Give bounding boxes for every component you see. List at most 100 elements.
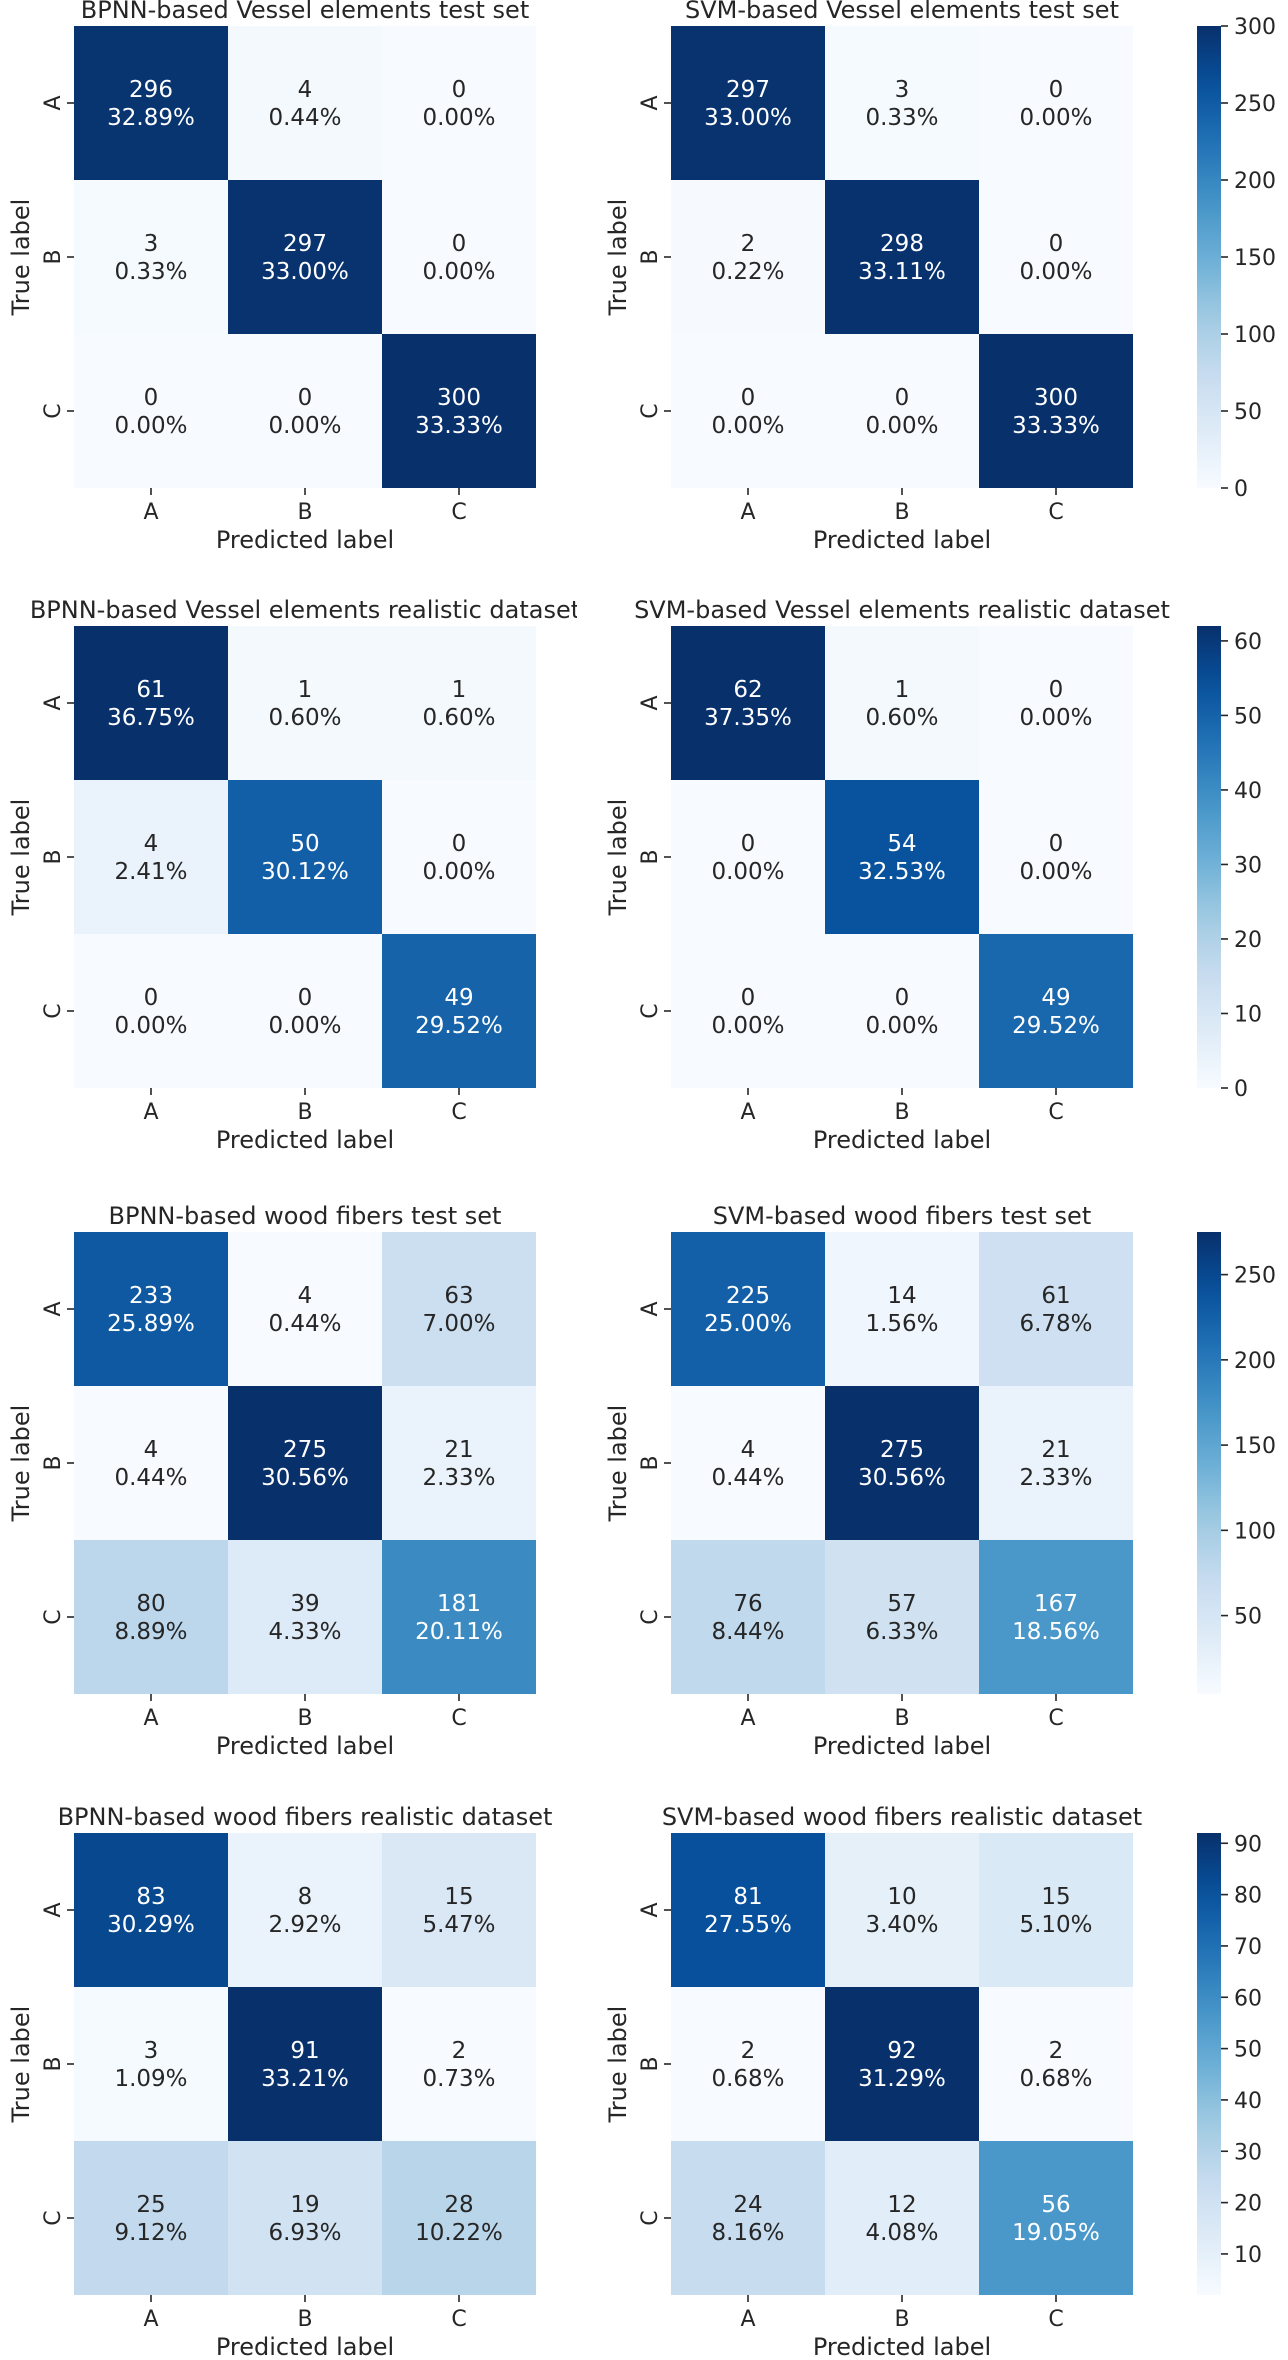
- y-tick-label: B: [41, 249, 66, 264]
- cell-count-label: 12: [887, 2192, 916, 2218]
- colorbar-tick-label: 200: [1234, 1349, 1276, 1374]
- cell-percent-label: 0.22%: [711, 259, 784, 285]
- cell-count-label: 0: [452, 77, 467, 103]
- colorbar-gradient: [1197, 626, 1221, 1088]
- heatmap-cell: [979, 780, 1133, 934]
- colorbar-tick-label: 90: [1234, 1832, 1262, 1857]
- heatmap-cell: [979, 1987, 1133, 2141]
- colorbar-tick-label: 100: [1234, 1519, 1276, 1544]
- heatmap-cell: [74, 1833, 228, 1987]
- cell-count-label: 0: [1049, 231, 1064, 257]
- x-tick-label: A: [143, 500, 158, 525]
- cell-count-label: 0: [1049, 831, 1064, 857]
- cell-percent-label: 1.09%: [114, 2066, 187, 2092]
- cell-count-label: 0: [895, 985, 910, 1011]
- y-axis-label: True label: [7, 799, 35, 917]
- cell-count-label: 4: [298, 1283, 313, 1309]
- heatmap-cell: [979, 26, 1133, 180]
- cell-count-label: 81: [733, 1884, 762, 1910]
- heatmap-cell: [382, 780, 536, 934]
- heatmap-cell: [979, 626, 1133, 780]
- cell-count-label: 0: [298, 985, 313, 1011]
- x-tick-label: A: [740, 1706, 755, 1731]
- heatmap-cell: [382, 334, 536, 488]
- cell-count-label: 83: [136, 1884, 165, 1910]
- cell-percent-label: 0.00%: [711, 859, 784, 885]
- heatmap-cell: [382, 2141, 536, 2295]
- y-tick-label: C: [638, 1609, 663, 1624]
- heatmap-cell: [979, 1386, 1133, 1540]
- heatmap-cell: [382, 180, 536, 334]
- x-tick-label: A: [740, 1100, 755, 1125]
- cell-count-label: 0: [1049, 677, 1064, 703]
- y-tick-label: C: [41, 403, 66, 418]
- heatmap-cell: [228, 334, 382, 488]
- heatmap-cell: [671, 1232, 825, 1386]
- x-tick-label: B: [297, 2307, 312, 2332]
- heatmap-cell: [74, 180, 228, 334]
- heatmap-cell: [979, 1232, 1133, 1386]
- x-tick-label: A: [740, 2307, 755, 2332]
- cell-count-label: 49: [444, 985, 473, 1011]
- cell-percent-label: 0.00%: [711, 1013, 784, 1039]
- heatmap-cell: [228, 26, 382, 180]
- y-tick-label: A: [41, 95, 66, 110]
- heatmap-cell: [825, 1987, 979, 2141]
- heatmap-cell: [825, 626, 979, 780]
- cell-count-label: 10: [887, 1884, 916, 1910]
- cell-count-label: 14: [887, 1283, 916, 1309]
- heatmap-cell: [671, 180, 825, 334]
- cell-count-label: 1: [298, 677, 313, 703]
- cell-count-label: 298: [880, 231, 924, 257]
- y-tick-label: C: [638, 1003, 663, 1018]
- cell-count-label: 0: [144, 985, 159, 1011]
- cell-percent-label: 4.33%: [268, 1619, 341, 1645]
- cell-count-label: 275: [283, 1437, 327, 1463]
- x-tick-label: A: [740, 500, 755, 525]
- colorbar-tick-label: 70: [1234, 1935, 1262, 1960]
- cell-percent-label: 20.11%: [415, 1619, 503, 1645]
- colorbar-tick-label: 150: [1234, 246, 1276, 271]
- heatmap-cell: [382, 26, 536, 180]
- cell-percent-label: 10.22%: [415, 2220, 503, 2246]
- cell-percent-label: 0.44%: [268, 1311, 341, 1337]
- cell-count-label: 80: [136, 1591, 165, 1617]
- y-tick-label: B: [638, 2056, 663, 2071]
- cell-percent-label: 9.12%: [114, 2220, 187, 2246]
- cell-percent-label: 0.60%: [268, 705, 341, 731]
- confusion-matrix-2: SVM-based Vessel elements test set29733.…: [604, 0, 1276, 554]
- confusion-matrix-8: SVM-based wood fibers realistic dataset 8…: [604, 1803, 1262, 2360]
- heatmap-cell: [228, 1386, 382, 1540]
- cell-percent-label: 30.56%: [858, 1465, 946, 1491]
- cell-count-label: 0: [741, 985, 756, 1011]
- plot-title: BPNN-based wood fibers realistic dataset: [58, 1803, 553, 1831]
- plot-title: SVM-based wood fibers test set: [713, 1202, 1091, 1230]
- heatmap-cell: [228, 934, 382, 1088]
- heatmap-cell: [825, 26, 979, 180]
- colorbar: 0 50 100 150 200 250 300: [1197, 15, 1276, 502]
- cell-count-label: 56: [1041, 2192, 1070, 2218]
- colorbar-tick-label: 250: [1234, 92, 1276, 117]
- cell-percent-label: 29.52%: [415, 1013, 503, 1039]
- cell-count-label: 57: [887, 1591, 916, 1617]
- y-tick-label: B: [638, 249, 663, 264]
- plot-title: BPNN-based wood fibers test set: [109, 1202, 502, 1230]
- x-axis-label: Predicted label: [813, 1126, 991, 1154]
- colorbar-tick-label: 80: [1234, 1884, 1262, 1909]
- y-axis-label: True label: [604, 1405, 632, 1523]
- cell-count-label: 2: [1049, 2038, 1064, 2064]
- colorbar: 0 10 20 30 40 50 60: [1197, 626, 1262, 1102]
- colorbar-tick-label: 20: [1234, 928, 1262, 953]
- confusion-matrix-7: BPNN-based wood fibers realistic dataset…: [7, 1803, 552, 2360]
- heatmap-cell: [74, 1386, 228, 1540]
- cell-percent-label: 6.78%: [1019, 1311, 1092, 1337]
- cell-percent-label: 7.00%: [422, 1311, 495, 1337]
- cell-percent-label: 2.33%: [1019, 1465, 1092, 1491]
- x-tick-label: C: [1048, 1100, 1063, 1125]
- x-axis-label: Predicted label: [216, 2333, 394, 2360]
- cell-percent-label: 0.60%: [865, 705, 938, 731]
- y-tick-label: B: [41, 1455, 66, 1470]
- y-tick-label: B: [638, 1455, 663, 1470]
- cell-count-label: 0: [895, 385, 910, 411]
- cell-percent-label: 6.93%: [268, 2220, 341, 2246]
